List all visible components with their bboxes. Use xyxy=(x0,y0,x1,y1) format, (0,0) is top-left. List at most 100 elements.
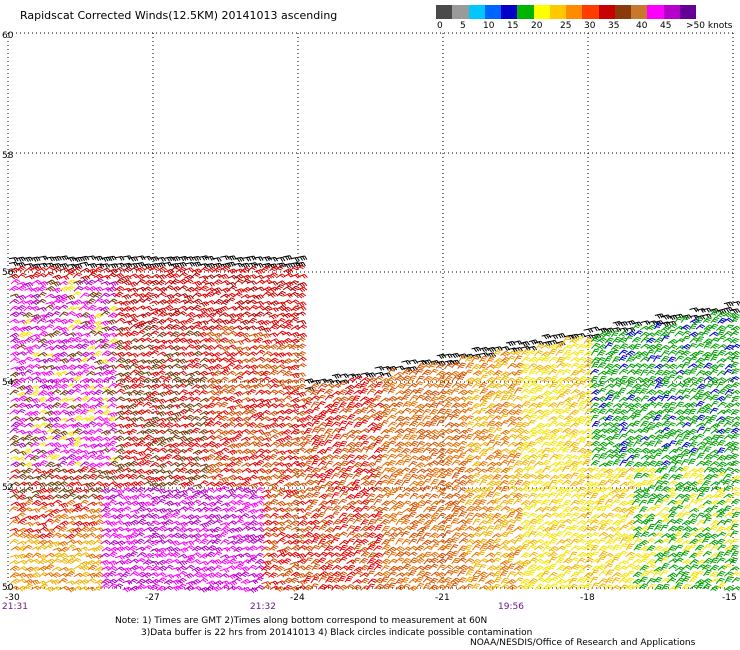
wind-barb xyxy=(219,580,230,586)
wind-barb xyxy=(605,526,616,531)
wind-barb xyxy=(528,395,538,402)
wind-barb xyxy=(576,368,586,375)
wind-barb xyxy=(660,363,670,369)
wind-barb xyxy=(38,384,49,390)
wind-barb xyxy=(527,512,537,519)
wind-barb xyxy=(66,279,77,286)
wind-barb xyxy=(16,285,27,292)
wind-barb xyxy=(631,498,641,506)
wind-barb xyxy=(675,439,684,446)
wind-barb xyxy=(625,429,635,435)
wind-barb xyxy=(115,262,125,268)
wind-barb xyxy=(696,407,706,414)
wind-barb xyxy=(702,436,713,442)
wind-barb xyxy=(604,342,614,349)
wind-barb xyxy=(65,294,76,301)
wind-barb xyxy=(260,265,271,272)
wind-barb xyxy=(226,281,237,287)
wind-barb xyxy=(708,376,719,383)
wind-barb xyxy=(464,382,474,389)
wind-barb xyxy=(143,279,154,286)
wind-barb xyxy=(604,453,614,460)
legend-label-20: 20 xyxy=(531,21,543,31)
wind-barb xyxy=(23,583,34,590)
wind-barb xyxy=(31,363,41,370)
wind-barb xyxy=(261,389,272,395)
wind-barb xyxy=(206,377,217,384)
wind-barb xyxy=(716,570,726,577)
wind-barb xyxy=(702,500,712,506)
wind-barb xyxy=(444,448,454,455)
wind-barb xyxy=(45,301,56,307)
wind-barb xyxy=(646,382,656,389)
wind-barb xyxy=(9,389,19,396)
wind-barb xyxy=(521,349,531,356)
wind-barb xyxy=(554,498,564,506)
wind-barb xyxy=(16,408,26,415)
wind-barb xyxy=(625,467,636,473)
wind-barb xyxy=(457,389,468,396)
wind-barb xyxy=(577,400,587,408)
wind-barb xyxy=(240,428,251,434)
wind-barb xyxy=(157,266,167,273)
wind-barb xyxy=(310,576,320,584)
wind-barb xyxy=(387,395,398,402)
wind-barb xyxy=(716,381,725,389)
legend-swatch xyxy=(517,5,534,19)
wind-barb xyxy=(164,403,175,410)
wind-barb xyxy=(661,369,671,376)
wind-barb xyxy=(330,499,340,506)
wind-barb xyxy=(50,508,61,515)
wind-barb xyxy=(590,467,600,474)
wind-barb xyxy=(171,337,182,344)
wind-barb xyxy=(143,480,154,486)
wind-barb xyxy=(198,320,209,326)
wind-barb xyxy=(625,381,635,388)
wind-barb xyxy=(218,494,229,500)
wind-barb xyxy=(667,572,678,579)
wind-barb xyxy=(191,545,202,552)
wind-barb xyxy=(381,434,390,441)
wind-barb xyxy=(85,586,96,592)
wind-barb xyxy=(386,440,397,447)
wind-barb xyxy=(72,266,82,273)
wind-barb xyxy=(51,266,62,273)
wind-barb xyxy=(716,447,726,454)
wind-barb xyxy=(638,407,648,414)
wind-barb xyxy=(185,376,195,383)
wind-barb xyxy=(114,566,125,572)
wind-barb xyxy=(204,345,215,351)
wind-barb xyxy=(212,370,222,377)
wind-barb xyxy=(492,512,502,519)
wind-barb xyxy=(492,370,503,376)
wind-barb xyxy=(506,402,516,409)
wind-barb xyxy=(682,369,692,376)
wind-barb xyxy=(262,351,273,357)
wind-barb xyxy=(471,583,481,590)
wind-barb xyxy=(444,363,453,370)
wind-barb xyxy=(276,369,287,375)
wind-barb xyxy=(374,381,383,389)
wind-barb xyxy=(268,474,279,479)
wind-barb xyxy=(114,396,125,402)
wind-barb xyxy=(24,350,34,355)
wind-barb xyxy=(366,493,376,500)
wind-barb xyxy=(338,440,348,448)
wind-barb xyxy=(241,404,252,411)
wind-barb xyxy=(65,389,76,395)
wind-barb xyxy=(73,256,83,263)
wind-barb xyxy=(500,485,509,493)
wind-barb xyxy=(239,513,250,519)
wind-barb xyxy=(408,557,418,564)
wind-barb xyxy=(429,376,439,383)
wind-barb xyxy=(548,343,559,350)
wind-barb xyxy=(598,375,607,383)
wind-barb xyxy=(730,325,740,332)
wind-barb xyxy=(485,454,495,461)
wind-barb xyxy=(241,286,252,293)
wind-barb xyxy=(64,318,75,325)
wind-barb xyxy=(93,383,104,389)
wind-barb xyxy=(422,395,432,402)
wind-barb xyxy=(199,311,209,318)
wind-barb xyxy=(290,257,300,262)
